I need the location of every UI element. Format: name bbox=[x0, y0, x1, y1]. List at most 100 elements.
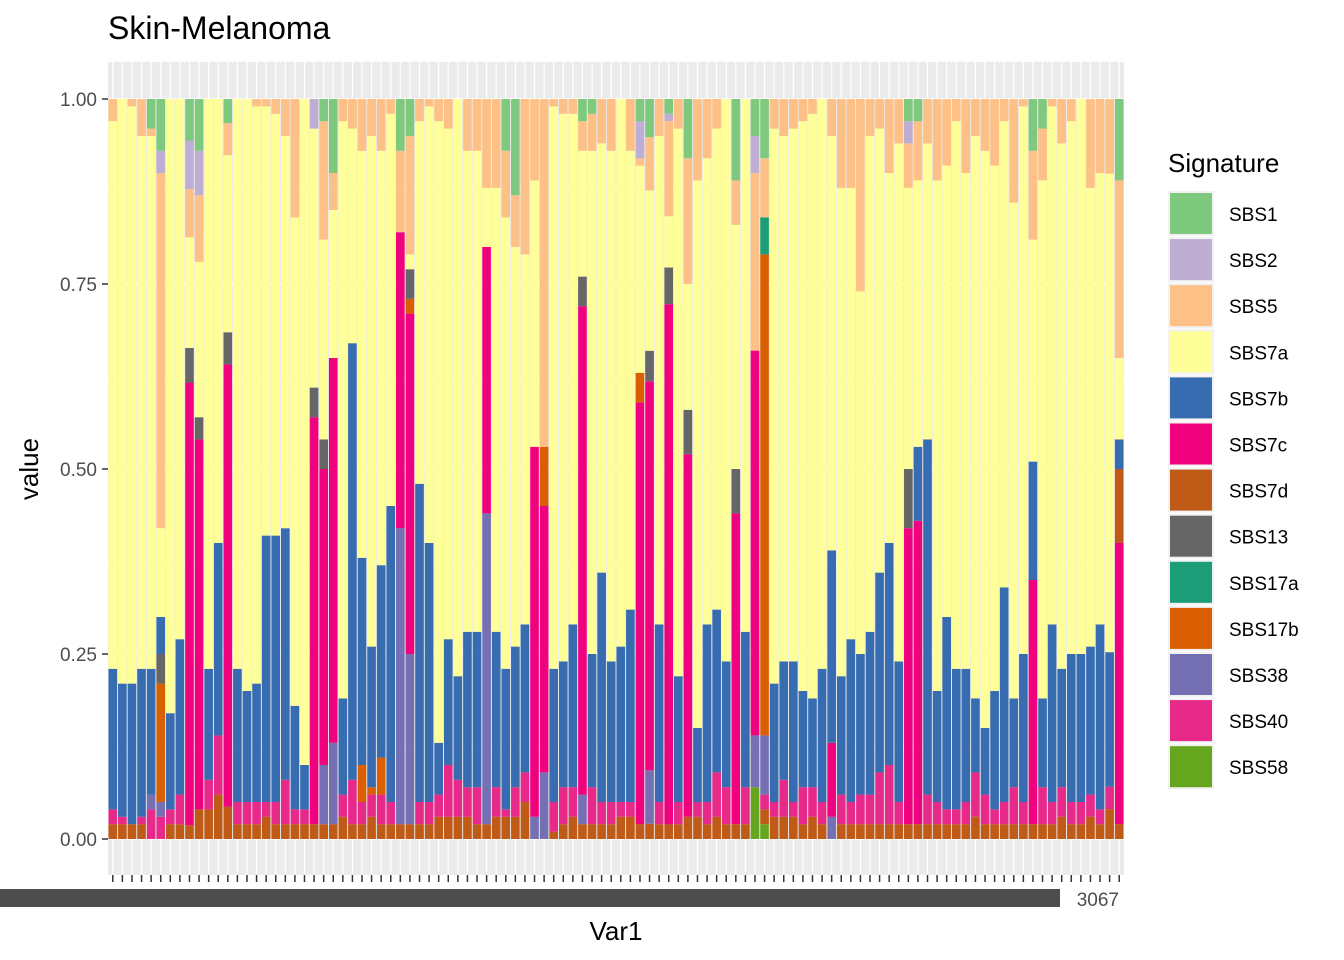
bar-segment-SBS7a bbox=[884, 173, 894, 543]
bar-segment-SBS7a bbox=[357, 150, 367, 558]
bar-segment-SBS40 bbox=[108, 809, 118, 825]
bar-segment-SBS7a bbox=[606, 150, 616, 662]
bar-segment-SBS40 bbox=[884, 765, 894, 825]
legend-label-SBS2: SBS2 bbox=[1229, 251, 1278, 272]
bar-segment-SBS5 bbox=[501, 150, 511, 218]
bar-segment-SBS7c bbox=[223, 364, 233, 807]
legend-swatch-SBS17a bbox=[1170, 561, 1212, 603]
bar-segment-SBS7a bbox=[635, 165, 645, 373]
bar-segment-SBS1 bbox=[146, 99, 156, 129]
bar-segment-SBS7a bbox=[721, 99, 731, 662]
bar-segment-SBS7d bbox=[568, 816, 578, 839]
bar-segment-SBS5 bbox=[319, 121, 328, 240]
bar-segment-SBS1 bbox=[405, 99, 415, 136]
bar-segment-SBS7a bbox=[386, 113, 396, 507]
bar-segment-SBS7a bbox=[108, 121, 118, 669]
bar-segment-SBS40 bbox=[980, 794, 990, 825]
bar-segment-SBS7d bbox=[376, 824, 386, 839]
bar-segment-SBS7a bbox=[520, 254, 530, 625]
bar-segment-SBS7d bbox=[980, 824, 990, 839]
bar-segment-SBS5 bbox=[932, 99, 942, 181]
bar-segment-SBS1 bbox=[319, 99, 328, 122]
bar-segment-SBS5 bbox=[664, 120, 674, 217]
bar-segment-SBS7d bbox=[194, 809, 204, 839]
bar-segment-SBS17b bbox=[405, 298, 415, 314]
bar-segment-SBS7d bbox=[271, 824, 281, 839]
bar-segment-SBS7d bbox=[606, 824, 616, 839]
bar-segment-SBS7d bbox=[721, 824, 731, 839]
bar-segment-SBS7b bbox=[357, 557, 367, 765]
bar-segment-SBS7a bbox=[712, 128, 721, 610]
bar-segment-SBS5 bbox=[549, 99, 559, 107]
bar-segment-SBS7a bbox=[836, 187, 846, 677]
bar-segment-SBS7d bbox=[405, 824, 415, 839]
bar-segment-SBS7b bbox=[942, 617, 951, 810]
bar-segment-SBS5 bbox=[1038, 128, 1047, 181]
bar-segment-SBS5 bbox=[712, 99, 721, 129]
bar-segment-SBS7c bbox=[482, 247, 491, 514]
bar-segment-SBS7d bbox=[1009, 824, 1019, 839]
bar-segment-SBS5 bbox=[673, 99, 683, 129]
bar-segment-SBS7a bbox=[443, 128, 453, 640]
bar-segment-SBS40 bbox=[501, 809, 511, 817]
bar-segment-SBS7a bbox=[319, 239, 328, 440]
bar-segment-SBS7a bbox=[463, 150, 472, 632]
bar-segment-SBS7a bbox=[626, 150, 635, 610]
bar-segment-SBS7d bbox=[482, 824, 491, 839]
bar-segment-SBS7a bbox=[127, 106, 137, 684]
bar-segment-SBS5 bbox=[865, 99, 875, 136]
bar-segment-SBS7b bbox=[999, 587, 1009, 802]
bar-segment-SBS7a bbox=[415, 121, 424, 484]
y-tick-label: 0.50 bbox=[60, 460, 97, 481]
bar-segment-SBS1 bbox=[731, 99, 741, 181]
bar-segment-SBS5 bbox=[434, 99, 443, 122]
bar-segment-SBS5 bbox=[261, 99, 271, 107]
bar-segment-SBS7d bbox=[137, 824, 146, 839]
bar-segment-SBS7b bbox=[1038, 698, 1047, 788]
bar-segment-SBS38 bbox=[156, 802, 166, 817]
bar-segment-SBS7a bbox=[1114, 358, 1124, 440]
legend-label-SBS7b: SBS7b bbox=[1229, 389, 1288, 410]
bar-segment-SBS7b bbox=[281, 528, 290, 780]
bar-segment-SBS7d bbox=[357, 824, 367, 839]
bar-segment-SBS5 bbox=[760, 158, 769, 218]
bar-segment-SBS7a bbox=[789, 128, 798, 662]
bar-segment-SBS5 bbox=[846, 99, 856, 188]
bar-segment-SBS5 bbox=[798, 99, 808, 122]
bar-segment-SBS5 bbox=[836, 99, 846, 188]
bar-segment-SBS7b bbox=[1114, 439, 1124, 469]
bar-segment-SBS7a bbox=[846, 187, 856, 640]
bar-segment-SBS38 bbox=[645, 770, 654, 824]
bar-segment-SBS7b bbox=[654, 624, 664, 802]
bar-segment-SBS1 bbox=[156, 99, 166, 151]
bar-segment-SBS5 bbox=[281, 99, 290, 136]
bar-segment-SBS5 bbox=[578, 121, 587, 151]
bar-segment-SBS40 bbox=[137, 816, 146, 825]
bar-segment-SBS5 bbox=[415, 99, 424, 122]
bar-segment-SBS1 bbox=[328, 99, 338, 173]
bar-segment-SBS7b bbox=[808, 698, 817, 788]
bar-segment-SBS7a bbox=[482, 187, 491, 247]
bar-segment-SBS17b bbox=[357, 765, 367, 802]
bar-segment-SBS1 bbox=[635, 99, 645, 122]
bar-segment-SBS7a bbox=[118, 99, 127, 684]
bar-segment-SBS7d bbox=[290, 824, 300, 839]
bar-segment-SBS40 bbox=[558, 787, 568, 825]
bar-segment-SBS7b bbox=[587, 654, 597, 788]
bar-segment-SBS40 bbox=[769, 802, 779, 817]
bar-segment-SBS7a bbox=[165, 99, 175, 714]
bar-segment-SBS7d bbox=[760, 809, 769, 825]
bar-segment-SBS7b bbox=[626, 609, 635, 802]
bar-segment-SBS5 bbox=[1114, 180, 1124, 358]
legend-swatch-SBS38 bbox=[1170, 654, 1212, 695]
bar-segment-SBS40 bbox=[175, 794, 185, 825]
bar-segment-SBS13 bbox=[194, 417, 204, 440]
legend-label-SBS13: SBS13 bbox=[1229, 528, 1288, 549]
bar-segment-SBS7b bbox=[673, 676, 683, 802]
bar-segment-SBS7b bbox=[1009, 698, 1019, 788]
bar-segment-SBS7d bbox=[261, 816, 271, 839]
bar-segment-SBS40 bbox=[856, 794, 865, 825]
bar-segment-SBS40 bbox=[1009, 787, 1019, 825]
bar-segment-SBS7d bbox=[185, 825, 194, 839]
bar-segment-SBS5 bbox=[980, 99, 990, 151]
